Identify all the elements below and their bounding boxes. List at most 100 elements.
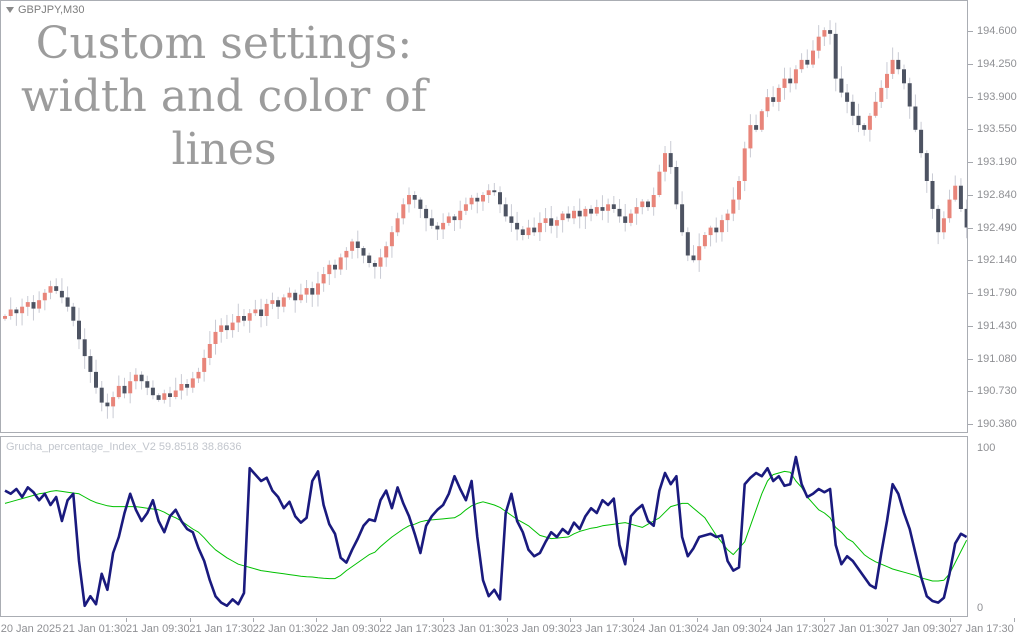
price-axis-tick [968, 31, 973, 32]
bear-candle [145, 381, 150, 388]
bull-candle [816, 36, 821, 51]
bull-candle [116, 385, 121, 398]
price-axis-label: 190.730 [977, 385, 1017, 398]
bull-candle [111, 397, 116, 407]
bull-candle [634, 207, 639, 214]
bear-candle [156, 395, 161, 400]
price-axis-tick [968, 129, 973, 131]
bear-candle [372, 263, 377, 267]
time-axis-tick [126, 618, 128, 622]
bear-candle [293, 292, 298, 301]
bull-candle [219, 325, 224, 332]
bear-candle [498, 192, 502, 205]
bear-candle [714, 227, 719, 233]
bull-candle [316, 283, 320, 295]
main-chart-pane[interactable]: GBPJPY,M30 Custom settings: width and co… [0, 0, 968, 433]
bear-candle [646, 201, 650, 208]
bear-candle [412, 195, 417, 200]
bull-candle [537, 222, 542, 233]
time-axis-label: 22 Jan 17:30 [379, 623, 444, 635]
bull-candle [879, 87, 884, 102]
bull-candle [742, 148, 747, 181]
bear-candle [54, 286, 59, 291]
bull-candle [338, 257, 343, 270]
bear-candle [14, 309, 19, 314]
bear-candle [418, 199, 423, 209]
bull-candle [651, 195, 656, 208]
bull-candle [287, 292, 292, 298]
bull-candle [48, 286, 53, 293]
bear-candle [680, 204, 685, 233]
price-axis-tick [968, 96, 973, 98]
bull-candle [640, 201, 645, 208]
bull-candle [799, 59, 804, 70]
price-axis-tick [968, 358, 973, 360]
bull-candle [947, 199, 952, 219]
bear-candle [907, 83, 912, 107]
bull-candle [583, 208, 588, 217]
bear-candle [930, 181, 935, 209]
price-axis-label: 193.190 [977, 156, 1017, 168]
time-axis-label: 21 Jan 01:30 [62, 623, 127, 635]
bear-candle [549, 218, 554, 226]
price-axis-label: 194.600 [977, 25, 1017, 37]
bull-candle [304, 288, 309, 295]
price-axis-tick [968, 227, 973, 229]
time-axis-tick [760, 618, 762, 622]
time-axis-tick [696, 618, 698, 622]
candlestick-chart[interactable] [1, 1, 967, 432]
bear-candle [424, 208, 429, 219]
bear-candle [105, 402, 110, 407]
time-axis-tick [189, 618, 191, 622]
bull-candle [873, 101, 878, 116]
bull-candle [708, 227, 713, 236]
bull-candle [378, 257, 383, 267]
bull-candle [543, 218, 548, 223]
price-axis[interactable]: 194.600 194.250 193.900 193.550 193.190 192.8… [968, 0, 1024, 618]
bear-candle [896, 59, 901, 70]
indicator-label: Grucha_percentage_Index_V2 59.8518 38.86… [6, 441, 242, 453]
bull-candle [719, 220, 724, 233]
bull-candle [25, 302, 30, 307]
bull-candle [207, 344, 212, 358]
bull-candle [560, 213, 565, 221]
bull-candle [253, 309, 258, 314]
bear-candle [168, 393, 172, 397]
indicator-chart[interactable] [1, 437, 967, 616]
bear-candle [674, 167, 679, 205]
bull-candle [20, 306, 25, 314]
time-axis-tick [379, 618, 381, 622]
time-axis-tick [252, 618, 254, 622]
bear-candle [31, 302, 36, 309]
bull-candle [526, 227, 531, 236]
bear-candle [611, 204, 616, 209]
bull-candle [190, 378, 195, 388]
bear-candle [828, 30, 833, 34]
bear-candle [919, 129, 924, 154]
time-axis-tick [886, 618, 888, 622]
bear-candle [566, 213, 571, 219]
time-axis-label: 23 Jan 09:30 [506, 623, 570, 635]
bull-candle [327, 264, 332, 275]
bull-candle [389, 232, 394, 247]
time-axis[interactable]: 20 Jan 2025 21 Jan 01:30 21 Jan 09:30 21 Ja… [0, 618, 1024, 640]
indicator-pane[interactable]: Grucha_percentage_Index_V2 59.8518 38.86… [0, 436, 968, 617]
collapse-chevron-icon[interactable] [6, 7, 14, 13]
price-axis-tick [968, 162, 973, 163]
bull-candle [236, 316, 241, 323]
price-axis-label: 191.080 [977, 352, 1017, 365]
bull-candle [606, 204, 611, 211]
bull-candle [793, 69, 798, 84]
price-axis-label: 192.140 [977, 254, 1017, 267]
bull-candle [458, 210, 463, 221]
time-axis-label: 22 Jan 09:30 [316, 623, 380, 635]
bull-candle [885, 73, 889, 88]
time-axis-label: 27 Jan 17:30 [950, 623, 1014, 635]
bull-candle [594, 207, 599, 214]
bear-candle [617, 208, 622, 217]
bull-candle [941, 218, 946, 233]
bear-candle [122, 385, 127, 394]
bear-candle [361, 248, 366, 256]
bull-candle [264, 303, 269, 316]
bear-candle [65, 297, 70, 307]
